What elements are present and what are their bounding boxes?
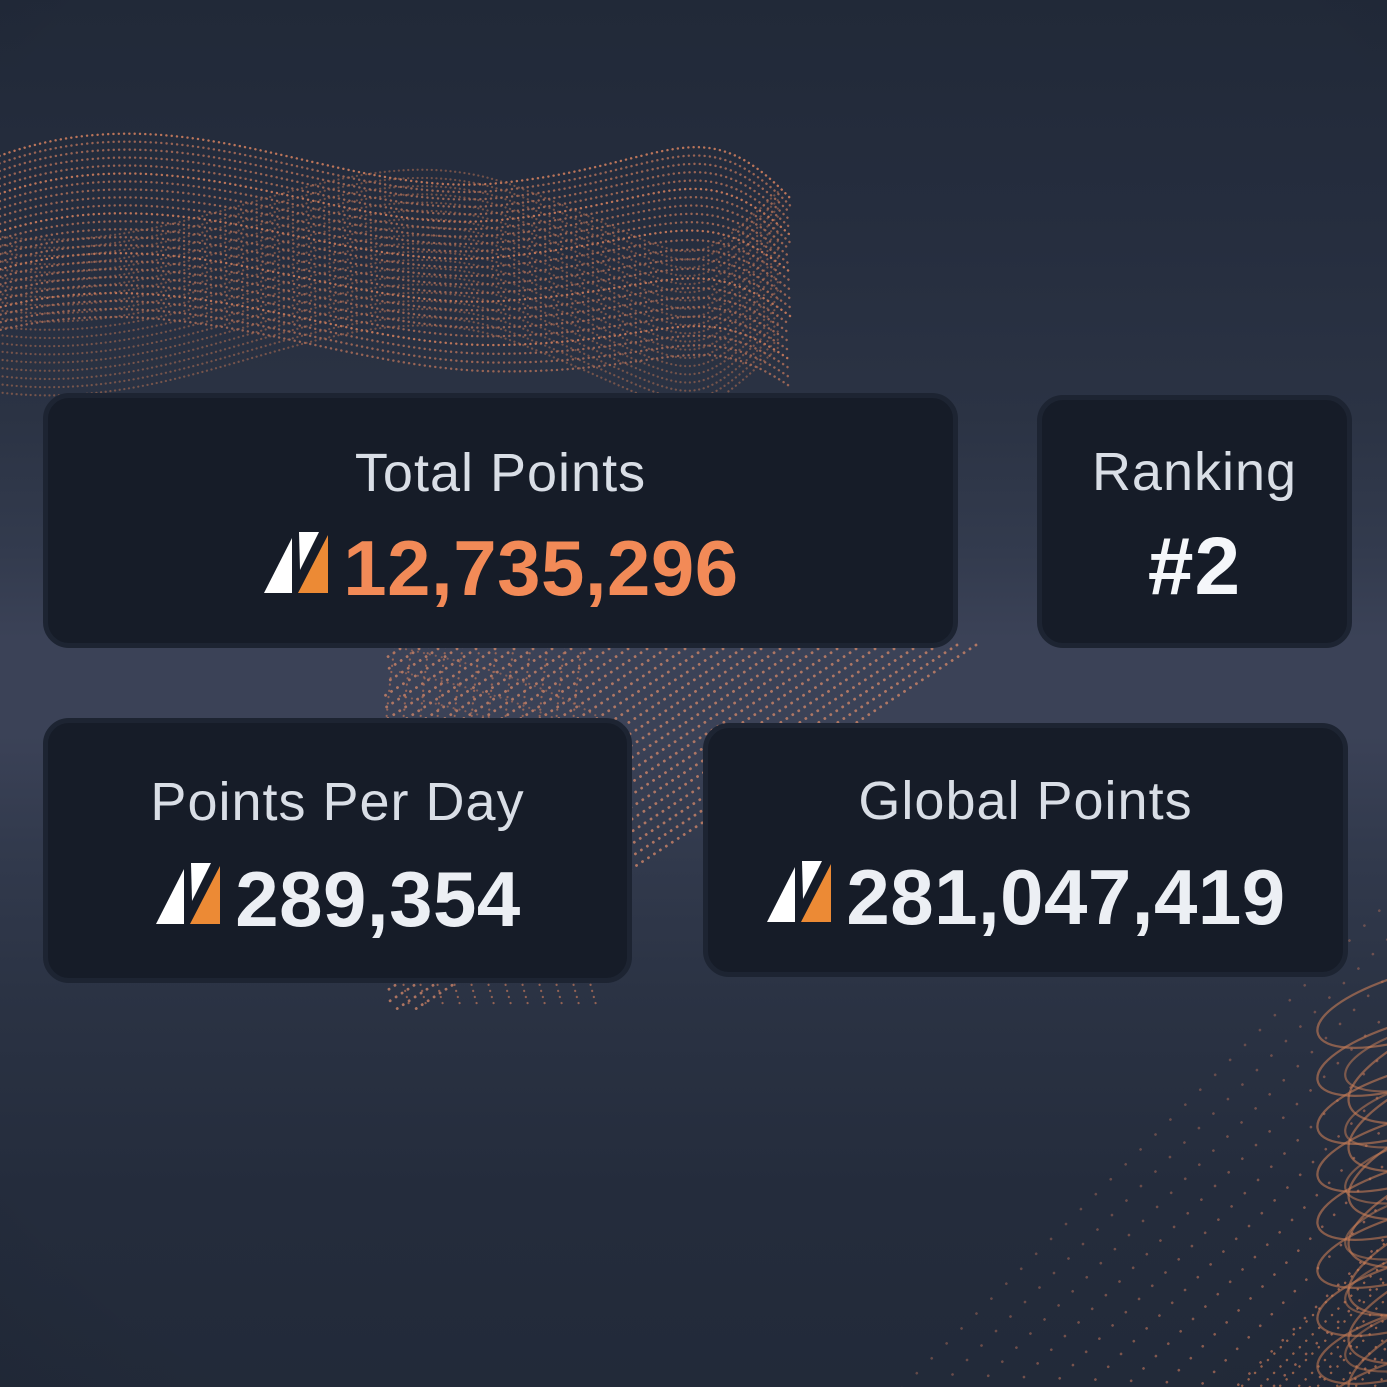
global-points-card: Global Points 281,047,419	[703, 723, 1348, 977]
ranking-card: Ranking #2	[1037, 395, 1352, 648]
wave-top-left	[0, 132, 792, 409]
global-points-label: Global Points	[858, 771, 1193, 832]
points-per-day-value-row: 289,354	[154, 860, 520, 938]
total-points-value: 12,735,296	[343, 524, 739, 613]
points-per-day-value: 289,354	[235, 855, 521, 944]
points-per-day-card: Points Per Day 289,354	[43, 718, 632, 983]
points-per-day-label: Points Per Day	[150, 771, 525, 832]
total-points-value-row: 12,735,296	[262, 529, 738, 607]
wave-bottom-right	[901, 901, 1387, 1387]
global-points-value-row: 281,047,419	[765, 858, 1285, 936]
total-points-label: Total Points	[354, 442, 647, 503]
ranking-label: Ranking	[1091, 441, 1298, 502]
global-points-value: 281,047,419	[846, 852, 1286, 941]
points-logo-icon	[264, 532, 329, 594]
total-points-card: Total Points 12,735,296	[43, 393, 958, 648]
points-logo-icon	[767, 860, 832, 922]
ranking-value: #2	[1147, 521, 1242, 613]
points-logo-icon	[156, 863, 221, 925]
